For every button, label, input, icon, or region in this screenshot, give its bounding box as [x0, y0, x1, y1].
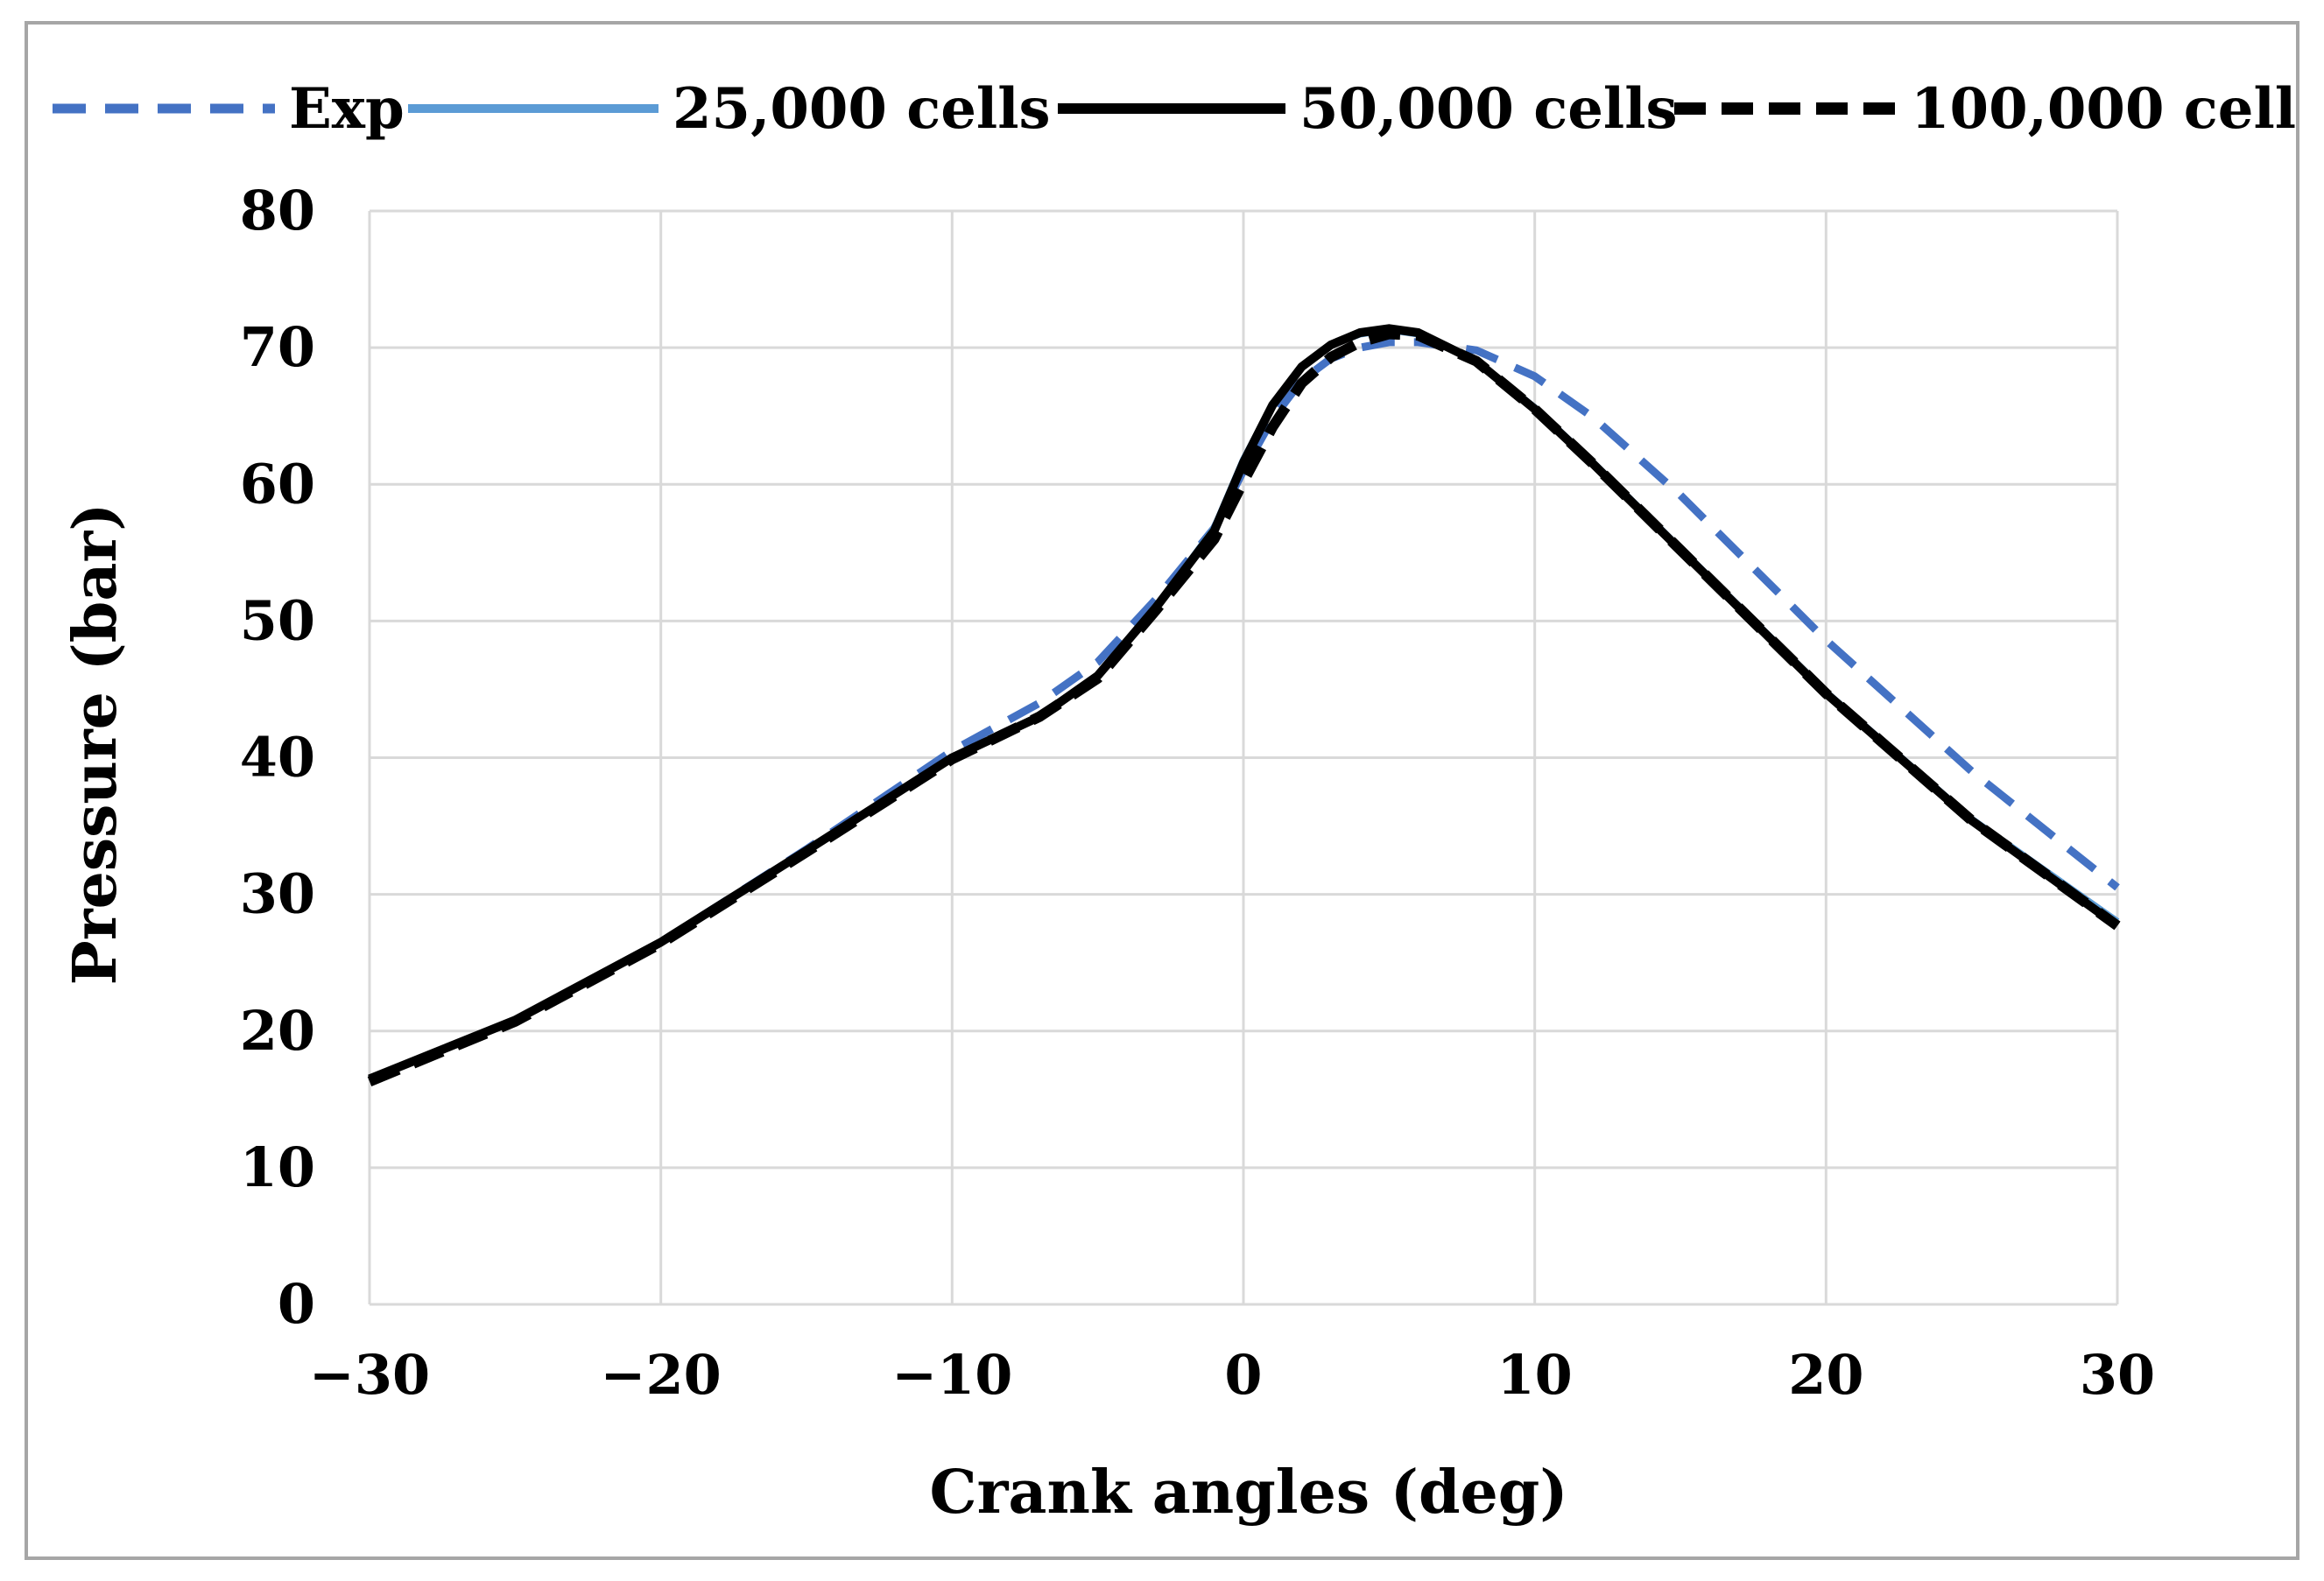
- y-tick-label: 30: [240, 862, 315, 926]
- legend: Exp 25,000 cells 50,000 cells 100,000 cells: [53, 76, 2296, 142]
- grid-layer: [368, 209, 2119, 1306]
- series-line-50-000-cells: [368, 324, 2120, 1084]
- legend-label: Exp: [289, 76, 405, 142]
- series-layer: [367, 324, 2121, 1087]
- x-tick-label: −30: [309, 1343, 430, 1407]
- y-tick-label: 40: [240, 726, 315, 790]
- y-tick-label: 0: [278, 1272, 315, 1336]
- y-tick-label: 80: [240, 179, 315, 242]
- y-axis-ticks: 0 10 20 30 40 50 60 70 80: [240, 179, 315, 1336]
- y-tick-label: 20: [240, 999, 315, 1063]
- legend-label: 100,000 cells: [1911, 76, 2296, 142]
- legend-label: 25,000 cells: [673, 76, 1051, 142]
- y-tick-label: 50: [240, 588, 315, 652]
- x-axis-title: Crank angles (deg): [929, 1458, 1567, 1528]
- series-line-exp: [368, 338, 2120, 1083]
- x-tick-label: 10: [1497, 1343, 1573, 1407]
- y-tick-label: 10: [240, 1135, 315, 1199]
- x-axis-ticks: −30 −20 −10 0 10 20 30: [309, 1343, 2155, 1407]
- y-tick-label: 60: [240, 452, 315, 516]
- x-tick-label: 20: [1788, 1343, 1863, 1407]
- legend-label: 50,000 cells: [1299, 76, 1678, 142]
- y-axis-title: Pressure (bar): [60, 503, 130, 986]
- y-tick-label: 70: [240, 315, 315, 379]
- pressure-chart: 0 10 20 30 40 50 60 70 80 −30 −20 −10 0 10 20 30 Exp 25…: [53, 76, 2296, 1528]
- x-tick-label: 30: [2080, 1343, 2155, 1407]
- x-tick-label: −20: [601, 1343, 722, 1407]
- chart-frame: 0 10 20 30 40 50 60 70 80 −30 −20 −10 0 10 20 30 Exp 25…: [25, 21, 2299, 1560]
- x-tick-label: 0: [1224, 1343, 1262, 1407]
- x-tick-label: −10: [891, 1343, 1012, 1407]
